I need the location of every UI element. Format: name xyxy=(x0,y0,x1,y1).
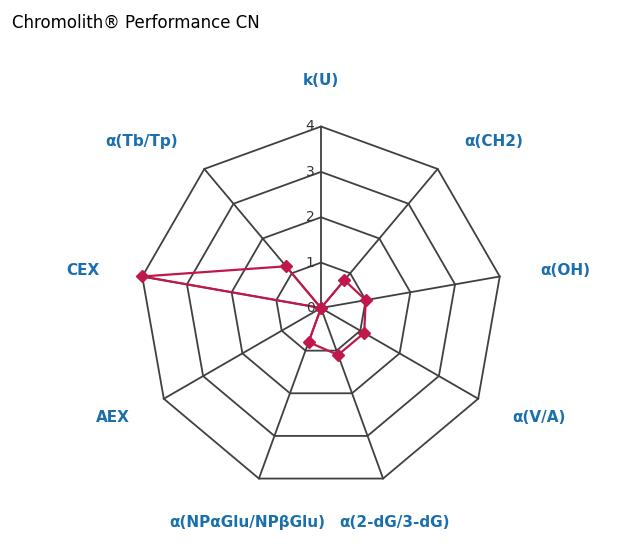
Text: 2: 2 xyxy=(306,210,314,224)
Text: α(V/A): α(V/A) xyxy=(512,410,565,425)
Text: 1: 1 xyxy=(306,256,314,270)
Text: 3: 3 xyxy=(306,165,314,179)
Text: k(U): k(U) xyxy=(303,73,339,89)
Text: CEX: CEX xyxy=(66,263,99,278)
Text: 0: 0 xyxy=(306,301,314,315)
Text: α(OH): α(OH) xyxy=(540,263,590,278)
Text: AEX: AEX xyxy=(96,410,130,425)
Text: α(NPαGlu/NPβGlu): α(NPαGlu/NPβGlu) xyxy=(170,515,326,530)
Text: Chromolith® Performance CN: Chromolith® Performance CN xyxy=(12,14,260,32)
Text: 4: 4 xyxy=(306,119,314,134)
Text: α(Tb/Tp): α(Tb/Tp) xyxy=(105,134,178,149)
Text: α(CH2): α(CH2) xyxy=(464,134,523,149)
Text: α(2-dG/3-dG): α(2-dG/3-dG) xyxy=(339,515,450,530)
